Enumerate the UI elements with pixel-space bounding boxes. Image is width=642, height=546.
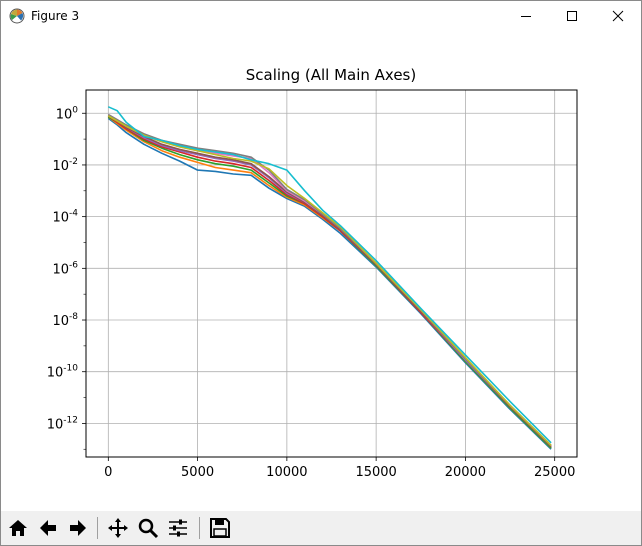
toolbar-separator	[97, 517, 98, 539]
grid-lines	[86, 90, 577, 457]
y-tick-label: 10-6	[52, 260, 78, 277]
back-button[interactable]	[35, 515, 61, 541]
save-icon	[210, 518, 230, 538]
series-line-s4	[107, 115, 552, 448]
title-bar[interactable]: Figure 3	[1, 1, 641, 31]
configure-subplots-button[interactable]	[165, 515, 191, 541]
series-line-s6	[107, 115, 552, 448]
matplotlib-logo-icon	[9, 8, 25, 24]
x-tick-label: 15000	[355, 465, 396, 480]
series-lines	[107, 106, 552, 450]
home-button[interactable]	[5, 515, 31, 541]
series-line-s3	[107, 116, 552, 449]
series-line-s8	[107, 113, 552, 446]
navigation-toolbar	[1, 511, 641, 545]
y-tick-label: 10-8	[52, 312, 78, 329]
x-axis: 0 5000 10000 15000 20000 25000	[104, 457, 575, 480]
series-line-s1	[107, 117, 552, 450]
x-tick-label: 20000	[445, 465, 486, 480]
zoom-icon	[138, 518, 159, 539]
toolbar-separator	[199, 517, 200, 539]
maximize-button[interactable]	[549, 1, 595, 31]
maximize-icon	[567, 11, 577, 21]
y-tick-label: 10-4	[52, 209, 78, 226]
y-tick-label: 10-12	[47, 415, 78, 432]
close-button[interactable]	[595, 1, 641, 31]
close-icon	[612, 10, 624, 22]
home-icon	[9, 520, 27, 536]
x-tick-label: 0	[104, 465, 112, 480]
series-line-s5	[107, 115, 552, 448]
configure-subplots-icon	[169, 519, 187, 537]
forward-icon	[70, 520, 86, 536]
pan-icon	[108, 518, 128, 538]
chart-title: Scaling (All Main Axes)	[246, 66, 416, 84]
x-tick-label: 25000	[534, 465, 575, 480]
window-title: Figure 3	[31, 9, 80, 23]
y-tick-label: 10-10	[47, 364, 79, 381]
series-line-s7	[107, 113, 552, 446]
pan-button[interactable]	[105, 515, 131, 541]
axes-frame	[85, 89, 578, 458]
chart[interactable]: 0 5000 10000 15000 20000 25000 100 10-2 10-4 10-…	[1, 31, 641, 511]
zoom-button[interactable]	[135, 515, 161, 541]
x-tick-label: 5000	[181, 465, 214, 480]
figure-canvas[interactable]: 0 5000 10000 15000 20000 25000 100 10-2 10-4 10-…	[1, 31, 641, 511]
x-tick-label: 10000	[266, 465, 307, 480]
y-axis: 100 10-2 10-4 10-6 10-8 10-10 10-12	[47, 105, 86, 450]
series-line-s2	[107, 116, 552, 449]
save-button[interactable]	[207, 515, 233, 541]
y-tick-label: 10-2	[52, 157, 78, 174]
series-line-s9	[107, 115, 552, 446]
minimize-button[interactable]	[503, 1, 549, 31]
y-tick-label: 100	[56, 105, 79, 122]
series-line-s10	[107, 106, 552, 444]
minimize-icon	[521, 16, 531, 17]
forward-button[interactable]	[65, 515, 91, 541]
back-icon	[40, 520, 56, 536]
